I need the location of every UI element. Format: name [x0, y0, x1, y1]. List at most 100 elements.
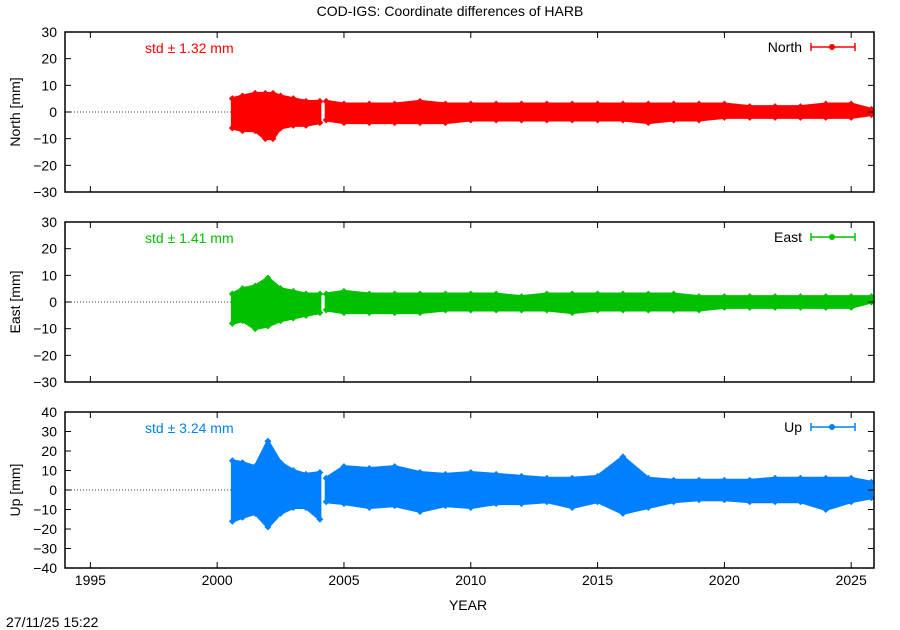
data-point [251, 463, 259, 471]
data-point [467, 504, 475, 512]
y-tick-label: 30 [41, 24, 57, 40]
data-point [517, 306, 525, 314]
data-point [867, 494, 875, 502]
data-point [594, 116, 602, 124]
data-point [277, 317, 285, 325]
legend-label: North [768, 39, 802, 55]
data-point [670, 116, 678, 124]
std-annotation: std ± 1.41 mm [145, 230, 234, 246]
data-point [322, 474, 330, 482]
y-tick-label: 30 [41, 424, 57, 440]
data-point [771, 103, 779, 111]
data-point [228, 517, 236, 525]
data-point [594, 498, 602, 506]
data-point [302, 504, 310, 512]
x-tick-label: 2010 [455, 572, 486, 588]
y-tick-label: −30 [33, 374, 57, 390]
y-tick-label: 20 [41, 241, 57, 257]
data-point [441, 290, 449, 298]
data-point [771, 303, 779, 311]
data-point [492, 116, 500, 124]
data-point [316, 468, 324, 476]
data-point [322, 498, 330, 506]
data-point [720, 303, 728, 311]
data-point [261, 89, 269, 97]
data-point [619, 100, 627, 108]
data-point [277, 124, 285, 132]
data-point [867, 293, 875, 301]
data-point [822, 303, 830, 311]
data-point [391, 502, 399, 510]
data-point [594, 100, 602, 108]
data-point [746, 303, 754, 311]
data-point [340, 119, 348, 127]
x-axis-label: YEAR [449, 597, 487, 613]
data-point [543, 474, 551, 482]
data-point [316, 290, 324, 298]
data-point [289, 314, 297, 322]
data-point [695, 476, 703, 484]
data-point [251, 282, 259, 290]
std-annotation: std ± 1.32 mm [145, 40, 234, 56]
y-tick-label: 40 [41, 404, 57, 420]
data-point [441, 470, 449, 478]
data-point [822, 100, 830, 108]
data-point [302, 121, 310, 129]
x-tick-label: 2025 [836, 572, 867, 588]
chart-title: COD-IGS: Coordinate differences of HARB [317, 3, 584, 19]
data-point [316, 515, 324, 523]
data-point [277, 509, 285, 517]
data-point [594, 472, 602, 480]
y-tick-label: −10 [33, 502, 57, 518]
data-point [365, 290, 373, 298]
legend-marker [829, 424, 835, 430]
data-point [416, 97, 424, 105]
y-tick-label: 10 [41, 77, 57, 93]
data-point [847, 100, 855, 108]
data-point [441, 502, 449, 510]
data-point [517, 116, 525, 124]
data-point [746, 103, 754, 111]
data-point [322, 116, 330, 124]
data-point [365, 119, 373, 127]
data-point [302, 97, 310, 105]
data-point [847, 498, 855, 506]
data-point [239, 285, 247, 293]
data-point [822, 293, 830, 301]
data-point [771, 293, 779, 301]
data-point [492, 306, 500, 314]
data-point [644, 100, 652, 108]
data-point [517, 293, 525, 301]
data-point [619, 453, 627, 461]
data-point [316, 119, 324, 127]
data-point [517, 472, 525, 480]
timestamp: 27/11/25 15:22 [6, 614, 99, 630]
data-point [746, 498, 754, 506]
y-tick-label: −30 [33, 541, 57, 557]
data-point [228, 290, 236, 298]
y-tick-label: 0 [49, 482, 57, 498]
data-point [619, 509, 627, 517]
y-tick-label: 10 [41, 463, 57, 479]
data-point [289, 121, 297, 129]
y-tick-label: −40 [33, 560, 57, 576]
data-point [391, 463, 399, 471]
data-point [771, 474, 779, 482]
data-band-up [230, 439, 322, 529]
data-point [644, 119, 652, 127]
data-point [568, 100, 576, 108]
data-point [822, 474, 830, 482]
data-point [847, 474, 855, 482]
data-point [391, 100, 399, 108]
data-point [796, 113, 804, 121]
data-point [492, 470, 500, 478]
y-tick-label: −10 [33, 321, 57, 337]
data-point [543, 116, 551, 124]
y-tick-label: 0 [49, 104, 57, 120]
data-point [644, 306, 652, 314]
data-point [644, 504, 652, 512]
data-point [543, 306, 551, 314]
data-point [251, 127, 259, 135]
data-point [289, 504, 297, 512]
data-point [316, 309, 324, 317]
